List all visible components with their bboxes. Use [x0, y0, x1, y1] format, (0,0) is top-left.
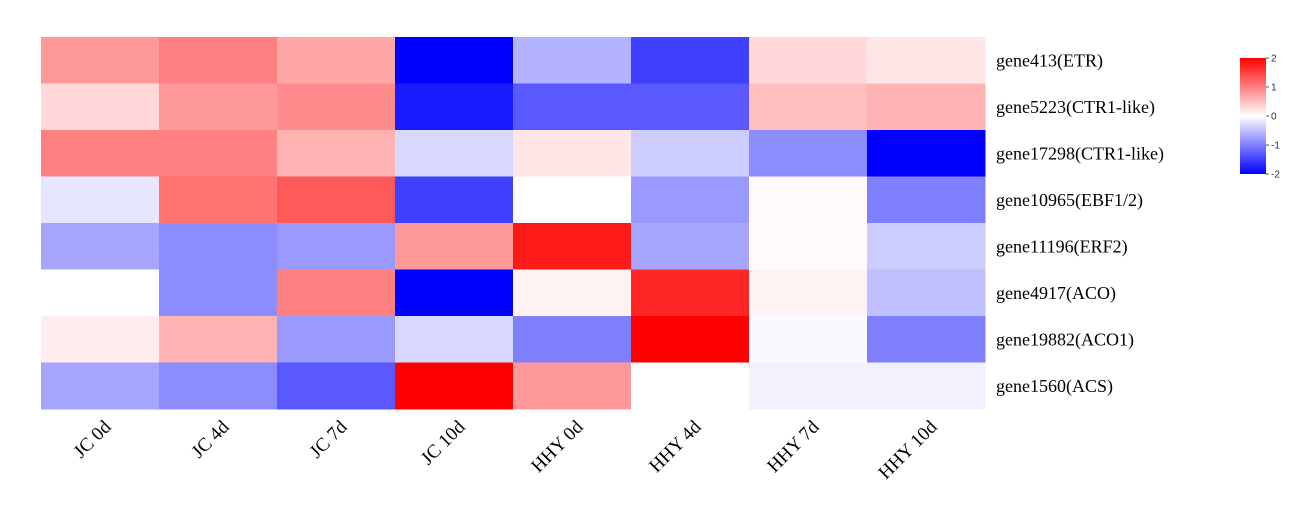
heatmap-cell	[513, 316, 632, 363]
heatmap-cell	[631, 130, 750, 177]
row-label: gene11196(ERF2)	[996, 236, 1128, 257]
heatmap-cell	[867, 37, 986, 84]
row-label: gene413(ETR)	[996, 50, 1103, 71]
colorbar-tick-label: 0	[1271, 112, 1277, 123]
heatmap-cell	[41, 83, 160, 131]
colorbar-tick-label: -2	[1271, 170, 1280, 181]
heatmap-cell	[159, 223, 278, 270]
colorbar-tick-label: 1	[1271, 83, 1277, 94]
heatmap-cell	[277, 362, 396, 410]
colorbar-ticks: 2 1 0 -1 -2	[1266, 54, 1280, 181]
heatmap-cell	[41, 316, 160, 363]
heatmap-cell	[41, 130, 160, 177]
heatmap-cell	[395, 37, 514, 84]
heatmap-cell	[867, 83, 986, 131]
heatmap-cell	[867, 223, 986, 270]
heatmap-cell	[395, 130, 514, 177]
heatmap-cell	[277, 316, 396, 363]
heatmap-cell	[513, 176, 632, 224]
heatmap-cell	[867, 316, 986, 363]
heatmap-cell	[277, 176, 396, 224]
heatmap-cell	[41, 269, 160, 317]
heatmap-cell	[159, 316, 278, 363]
column-label: HHY 0d	[527, 416, 588, 477]
heatmap-cell	[749, 83, 868, 131]
heatmap-cell	[277, 37, 396, 84]
column-label: JC 4d	[188, 416, 234, 462]
column-label: HHY 4d	[645, 416, 706, 477]
heatmap-cell	[631, 37, 750, 84]
heatmap-cell	[631, 316, 750, 363]
heatmap-cell	[867, 176, 986, 224]
heatmap-cell	[749, 362, 868, 410]
column-label: JC 7d	[306, 416, 352, 462]
heatmap-cell	[513, 37, 632, 84]
heatmap-cell	[395, 176, 514, 224]
heatmap-cell	[749, 223, 868, 270]
heatmap-cell	[867, 130, 986, 177]
column-label: JC 0d	[70, 416, 116, 462]
heatmap-cell	[395, 316, 514, 363]
heatmap-cell	[395, 362, 514, 410]
heatmap-cell	[749, 316, 868, 363]
column-labels: JC 0d JC 4d JC 7d JC 10d HHY 0d HHY 4d HHY 7d H…	[70, 416, 942, 483]
heatmap-cell	[159, 269, 278, 317]
heatmap-cell	[159, 362, 278, 410]
heatmap-cell	[513, 362, 632, 410]
column-label: HHY 7d	[763, 416, 824, 477]
colorbar-tick-label: 2	[1271, 54, 1277, 65]
heatmap-cell	[277, 83, 396, 131]
heatmap-cell	[513, 130, 632, 177]
heatmap-cells	[41, 37, 986, 410]
heatmap-cell	[159, 176, 278, 224]
heatmap-cell	[41, 362, 160, 410]
heatmap-cell	[631, 223, 750, 270]
row-label: gene5223(CTR1-like)	[996, 97, 1155, 118]
heatmap-cell	[631, 176, 750, 224]
heatmap-cell	[159, 83, 278, 131]
heatmap-cell	[41, 37, 160, 84]
heatmap-cell	[159, 130, 278, 177]
heatmap-cell	[513, 83, 632, 131]
colorbar	[1240, 58, 1266, 174]
heatmap-cell	[395, 83, 514, 131]
heatmap-cell	[159, 37, 278, 84]
heatmap-cell	[513, 269, 632, 317]
heatmap-cell	[631, 269, 750, 317]
row-label: gene19882(ACO1)	[996, 329, 1134, 350]
heatmap-cell	[867, 269, 986, 317]
heatmap-cell	[749, 269, 868, 317]
colorbar-tick-label: -1	[1271, 141, 1280, 152]
heatmap-cell	[277, 130, 396, 177]
heatmap-cell	[395, 223, 514, 270]
heatmap-cell	[513, 223, 632, 270]
heatmap-cell	[395, 269, 514, 317]
column-label: JC 10d	[417, 416, 470, 469]
row-label: gene1560(ACS)	[996, 376, 1113, 397]
column-label: HHY 10d	[875, 416, 942, 483]
heatmap-cell	[277, 223, 396, 270]
heatmap-cell	[867, 362, 986, 410]
heatmap-cell	[631, 83, 750, 131]
row-label: gene10965(EBF1/2)	[996, 190, 1143, 211]
heatmap-cell	[41, 176, 160, 224]
row-labels: gene413(ETR) gene5223(CTR1-like) gene17298…	[996, 50, 1164, 397]
heatmap-cell	[749, 176, 868, 224]
heatmap-cell	[749, 37, 868, 84]
row-label: gene17298(CTR1-like)	[996, 143, 1164, 164]
heatmap-cell	[277, 269, 396, 317]
color-legend: 2 1 0 -1 -2	[1240, 54, 1280, 181]
heatmap-cell	[41, 223, 160, 270]
heatmap-cell	[749, 130, 868, 177]
row-label: gene4917(ACO)	[996, 283, 1116, 304]
heatmap-cell	[631, 362, 750, 410]
